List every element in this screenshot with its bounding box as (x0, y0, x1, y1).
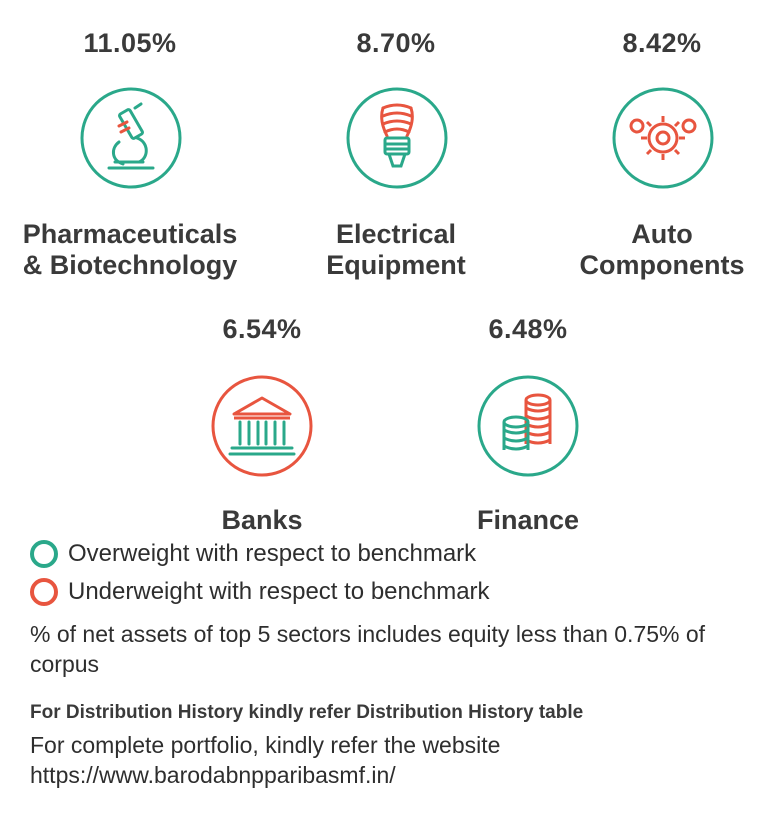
sector-label-pharma: Pharmaceuticals & Biotechnology (22, 219, 238, 280)
distribution-note: For Distribution History kindly refer Di… (30, 702, 584, 723)
sector-value-banks: 6.54% (222, 314, 302, 344)
legend-overweight-label: Overweight with respect to benchmark (68, 540, 477, 567)
website-link[interactable]: https://www.barodabnpparibasmf.in/ (30, 762, 396, 788)
sector-value-pharma: 11.05% (83, 28, 177, 58)
portfolio-note: For complete portfolio, kindly refer the… (30, 730, 500, 790)
bank-building-icon (211, 375, 313, 477)
legend-underweight-label: Underweight with respect to benchmark (68, 578, 490, 605)
microscope-icon (80, 87, 182, 189)
sector-label-finance: Finance (476, 505, 580, 535)
sector-label-banks: Banks (221, 505, 303, 535)
sector-note: % of net assets of top 5 sectors include… (30, 621, 706, 677)
underweight-ring-icon (30, 578, 58, 606)
legend-underweight: Underweight with respect to benchmark (30, 575, 490, 609)
portfolio-line: For complete portfolio, kindly refer the… (30, 732, 501, 758)
sector-value-auto: 8.42% (622, 28, 702, 58)
light-bulb-icon (346, 87, 448, 189)
sector-value-electrical: 8.70% (356, 28, 436, 58)
overweight-ring-icon (30, 540, 58, 568)
sector-value-finance: 6.48% (488, 314, 568, 344)
legend-overweight: Overweight with respect to benchmark (30, 537, 476, 571)
sector-label-auto: Auto Components (579, 219, 745, 280)
coin-stacks-icon (477, 375, 579, 477)
gears-icon (612, 87, 714, 189)
sector-label-electrical: Electrical Equipment (326, 219, 466, 280)
